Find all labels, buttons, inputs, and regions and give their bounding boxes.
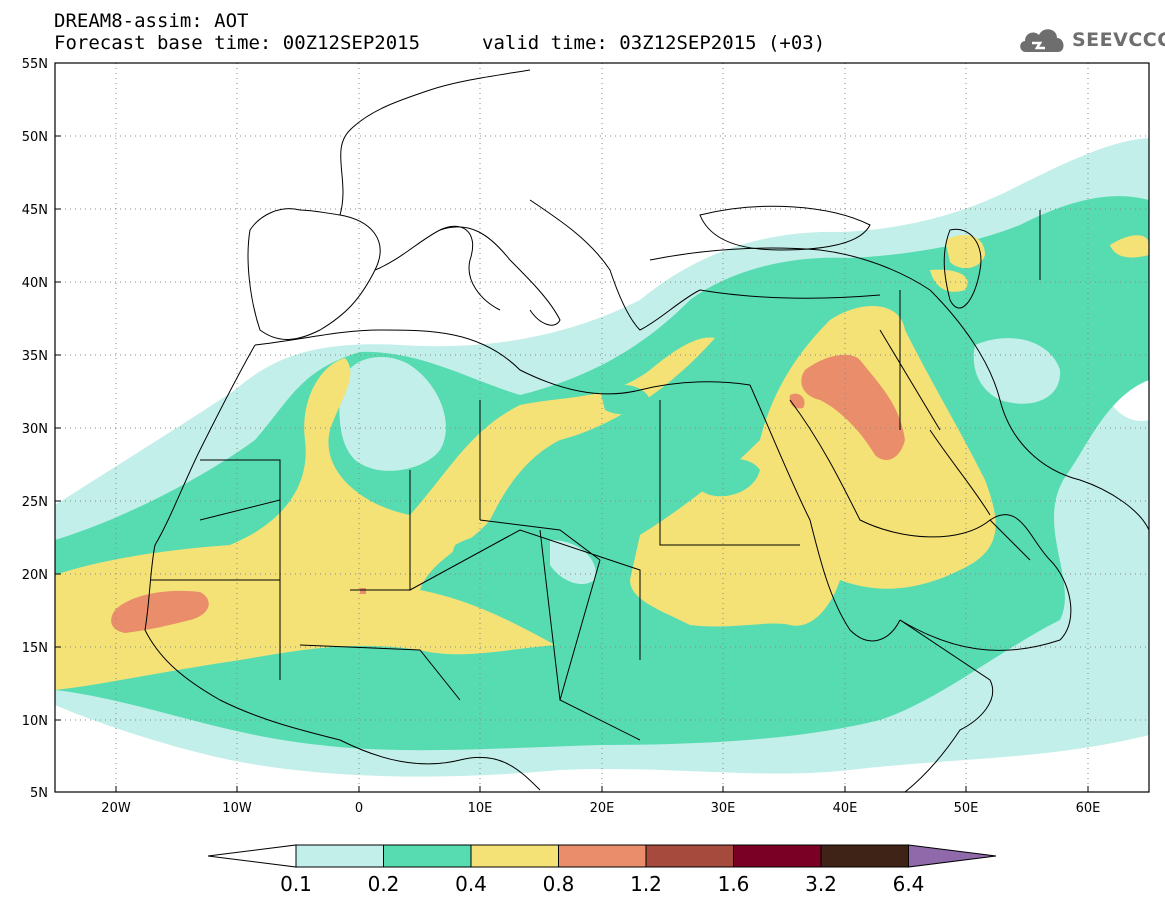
colorbar-segment-1.2-1.6 xyxy=(646,845,734,867)
colorbar-segment-0.4-0.8 xyxy=(471,845,559,867)
colorbar-label-1.2: 1.2 xyxy=(630,872,662,896)
colorbar-segment-0.1-0.2 xyxy=(296,845,384,867)
lat-label-45n: 45N xyxy=(22,203,48,218)
colorbar-under-arrow xyxy=(208,845,296,867)
colorbar-over-arrow xyxy=(909,845,997,867)
lon-label-10e: 10E xyxy=(468,801,493,816)
colorbar xyxy=(208,845,996,867)
lon-label-20e: 20E xyxy=(590,801,615,816)
lat-label-35n: 35N xyxy=(22,349,48,364)
latitude-labels: 5N 10N 15N 20N 25N 30N 35N 40N 45N 50N 5… xyxy=(22,57,48,801)
colorbar-segment-1.6-3.2 xyxy=(734,845,822,867)
lat-label-55n: 55N xyxy=(22,57,48,72)
lat-label-25n: 25N xyxy=(22,495,48,510)
lat-label-30n: 30N xyxy=(22,422,48,437)
longitude-labels: 20W 10W 0 10E 20E 30E 40E 50E 60E xyxy=(101,801,1100,816)
colorbar-label-6.4: 6.4 xyxy=(893,872,925,896)
colorbar-label-0.1: 0.1 xyxy=(280,872,312,896)
lon-label-60e: 60E xyxy=(1076,801,1101,816)
lon-label-20w: 20W xyxy=(101,801,131,816)
lat-label-5n: 5N xyxy=(30,786,48,801)
lat-label-40n: 40N xyxy=(22,276,48,291)
colorbar-segment-3.2-6.4 xyxy=(821,845,909,867)
lon-label-50e: 50E xyxy=(954,801,979,816)
colorbar-label-3.2: 3.2 xyxy=(805,872,837,896)
lat-label-15n: 15N xyxy=(22,641,48,656)
lon-label-40e: 40E xyxy=(833,801,858,816)
colorbar-labels: 0.1 0.2 0.4 0.8 1.2 1.6 3.2 6.4 xyxy=(280,872,924,896)
lon-label-0: 0 xyxy=(355,801,363,816)
lon-label-30e: 30E xyxy=(711,801,736,816)
colorbar-label-0.2: 0.2 xyxy=(368,872,400,896)
colorbar-label-0.8: 0.8 xyxy=(543,872,575,896)
lat-label-10n: 10N xyxy=(22,714,48,729)
colorbar-segment-0.2-0.4 xyxy=(384,845,472,867)
lat-label-20n: 20N xyxy=(22,568,48,583)
colorbar-segment-0.8-1.2 xyxy=(559,845,647,867)
colorbar-label-0.4: 0.4 xyxy=(455,872,487,896)
colorbar-label-1.6: 1.6 xyxy=(718,872,750,896)
lon-label-10w: 10W xyxy=(222,801,252,816)
lat-label-50n: 50N xyxy=(22,130,48,145)
